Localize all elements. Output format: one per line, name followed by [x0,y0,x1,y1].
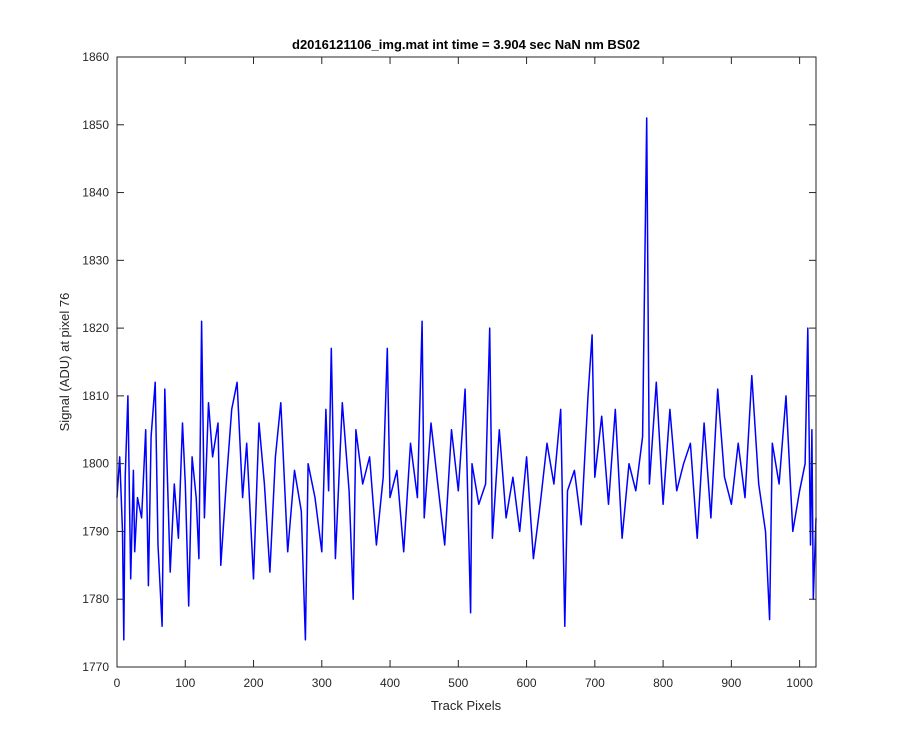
x-tick-label: 800 [653,676,673,690]
axes-box [116,56,817,668]
x-tick-label: 400 [380,676,400,690]
plot-area [117,57,816,667]
series-line-0 [116,117,817,641]
y-tick-label: 1860 [82,50,109,64]
x-tick-label: 200 [244,676,264,690]
series-layer [116,117,817,641]
y-axis-label: Signal (ADU) at pixel 76 [57,293,72,432]
x-tick-label: 900 [721,676,741,690]
y-tick-label: 1830 [82,253,109,267]
y-tick-label: 1800 [82,457,109,471]
x-tick-label: 700 [585,676,605,690]
x-tick-label: 300 [312,676,332,690]
y-tick-label: 1770 [82,660,109,674]
x-tick-label: 500 [448,676,468,690]
y-tick-label: 1840 [82,186,109,200]
x-tick-label: 0 [114,676,121,690]
x-tick-label: 100 [175,676,195,690]
x-tick-label: 1000 [786,676,813,690]
tick-layer: 0 100 200 300 400 500 600 700 800 900 1000 1770 1780… [82,50,816,690]
chart-title: d2016121106_img.mat int time = 3.904 sec… [292,37,640,52]
y-tick-label: 1790 [82,524,109,538]
y-tick-label: 1850 [82,118,109,132]
y-tick-label: 1810 [82,389,109,403]
x-axis-label: Track Pixels [431,698,502,713]
y-tick-label: 1780 [82,592,109,606]
y-tick-label: 1820 [82,321,109,335]
x-tick-label: 600 [517,676,537,690]
